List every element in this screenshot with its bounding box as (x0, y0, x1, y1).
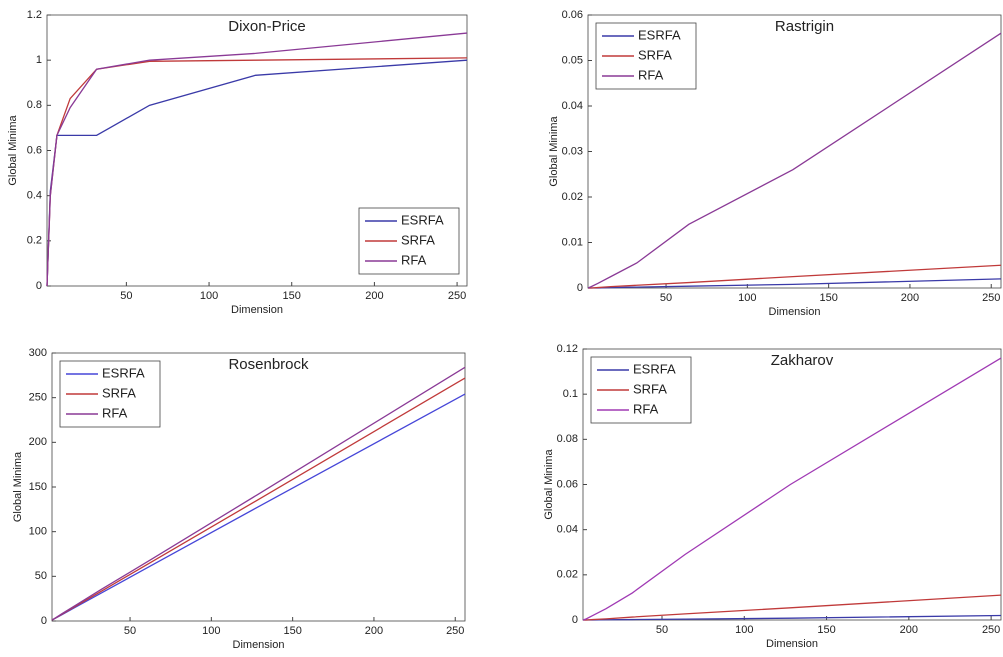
y-tick-label: 0 (41, 615, 47, 627)
x-tick-label: 150 (819, 292, 837, 304)
legend-label: SRFA (401, 232, 435, 247)
legend-label: RFA (401, 252, 427, 267)
subplot: 50 100 150 200 250 0 50 100 150 200 250 300 Dimensio… (12, 347, 466, 651)
y-axis-label: Global Minima (543, 448, 555, 519)
y-tick-label: 300 (29, 347, 47, 359)
legend-label: ESRFA (633, 361, 676, 376)
legend: ESRFA SRFA RFA (595, 22, 697, 90)
x-axis-label: Dimension (766, 638, 818, 650)
x-tick-label: 100 (200, 290, 218, 302)
legend-box (590, 356, 692, 424)
y-tick-label: 0.06 (562, 9, 583, 21)
chart-title: Dixon-Price (228, 18, 306, 35)
legend-label: SRFA (102, 385, 136, 400)
y-tick-label: 250 (29, 392, 47, 404)
legend-label: ESRFA (638, 27, 681, 42)
legend-label: ESRFA (102, 365, 145, 380)
legend-label: RFA (102, 405, 128, 420)
x-tick-label: 250 (982, 624, 1000, 636)
x-axis-label: Dimension (231, 304, 283, 316)
chart-title: Zakharov (771, 352, 834, 369)
chart-title: Rosenbrock (228, 356, 309, 373)
y-tick-label: 0 (36, 280, 42, 292)
y-tick-label: 0.02 (557, 569, 578, 581)
legend-label: RFA (638, 67, 664, 82)
x-tick-label: 200 (901, 292, 919, 304)
x-tick-label: 100 (735, 624, 753, 636)
y-tick-label: 50 (35, 570, 47, 582)
y-tick-label: 0.05 (562, 54, 583, 66)
x-tick-label: 200 (900, 624, 918, 636)
y-tick-label: 100 (29, 526, 47, 538)
x-tick-label: 50 (656, 624, 668, 636)
legend-label: RFA (633, 401, 659, 416)
y-tick-label: 0.01 (562, 236, 583, 248)
series-line (582, 357, 1002, 621)
y-axis-label: Global Minima (7, 114, 19, 185)
y-tick-label: 1 (36, 54, 42, 66)
x-tick-label: 100 (738, 292, 756, 304)
legend-label: SRFA (633, 381, 667, 396)
y-tick-label: 0.04 (562, 100, 583, 112)
x-tick-label: 150 (283, 290, 301, 302)
series-line (583, 594, 1002, 621)
x-tick-label: 50 (120, 290, 132, 302)
y-tick-label: 0.04 (557, 524, 578, 536)
y-tick-label: 0.08 (557, 433, 578, 445)
x-tick-label: 250 (446, 625, 464, 637)
y-tick-label: 0 (577, 282, 583, 294)
x-tick-label: 150 (817, 624, 835, 636)
x-tick-label: 50 (124, 625, 136, 637)
y-tick-label: 0.02 (562, 191, 583, 203)
series-line (587, 32, 1002, 289)
y-tick-label: 0.06 (557, 478, 578, 490)
chart-title: Rastrigin (775, 18, 834, 35)
x-tick-label: 100 (202, 625, 220, 637)
y-axis-label: Global Minima (12, 451, 24, 522)
y-tick-label: 0.1 (563, 388, 578, 400)
y-tick-label: 0.12 (557, 343, 578, 355)
legend-label: ESRFA (401, 212, 444, 227)
series-line (46, 32, 468, 287)
subplot: 50 100 150 200 250 0 0.2 0.4 0.6 0.8 1 1.2 Dimension… (7, 9, 468, 316)
legend-label: SRFA (638, 47, 672, 62)
x-tick-label: 200 (365, 290, 383, 302)
series-line (51, 366, 466, 621)
x-tick-label: 200 (365, 625, 383, 637)
x-tick-label: 250 (982, 292, 1000, 304)
y-tick-label: 0.03 (562, 145, 583, 157)
x-tick-label: 250 (448, 290, 466, 302)
subplot: 50 100 150 200 250 0 0.02 0.04 0.06 0.08 0.1 0.12 Di… (543, 343, 1002, 650)
y-tick-label: 0 (572, 614, 578, 626)
y-tick-label: 200 (29, 436, 47, 448)
y-tick-label: 150 (29, 481, 47, 493)
x-tick-label: 50 (660, 292, 672, 304)
x-tick-label: 150 (283, 625, 301, 637)
legend: ESRFA SRFA RFA (59, 360, 161, 428)
y-tick-label: 0.6 (27, 144, 42, 156)
x-axis-label: Dimension (769, 306, 821, 318)
series-line (588, 264, 1002, 289)
y-axis-label: Global Minima (548, 115, 560, 186)
y-tick-label: 1.2 (27, 9, 42, 21)
y-tick-label: 0.2 (27, 235, 42, 247)
legend: ESRFA SRFA RFA (358, 207, 460, 275)
y-tick-label: 0.4 (27, 190, 42, 202)
subplot: 50 100 150 200 250 0 0.01 0.02 0.03 0.04 0.05 0.06 D… (548, 9, 1002, 318)
y-tick-label: 0.8 (27, 99, 42, 111)
legend: ESRFA SRFA RFA (590, 356, 692, 424)
x-axis-label: Dimension (233, 639, 285, 651)
